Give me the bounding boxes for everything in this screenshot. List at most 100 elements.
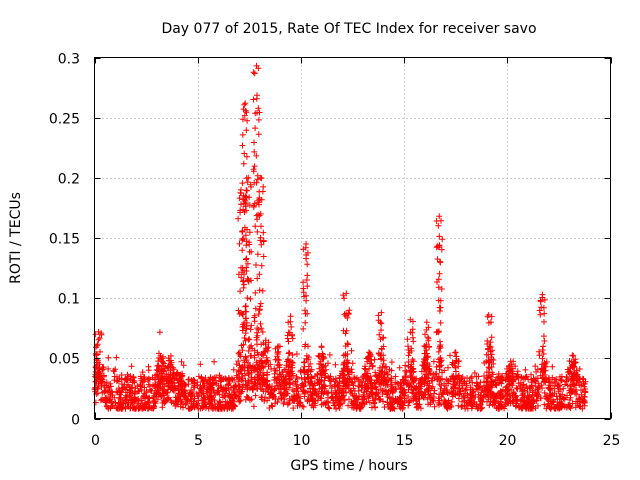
data-point bbox=[372, 369, 379, 376]
data-point bbox=[503, 392, 510, 399]
data-point bbox=[101, 388, 108, 395]
data-point bbox=[284, 356, 291, 363]
data-point bbox=[365, 384, 372, 391]
data-point bbox=[437, 259, 444, 266]
data-point bbox=[340, 388, 347, 395]
data-point bbox=[246, 229, 253, 236]
data-point bbox=[443, 388, 450, 395]
data-point bbox=[517, 398, 524, 405]
data-point bbox=[409, 334, 416, 341]
data-point bbox=[363, 398, 370, 405]
data-point bbox=[150, 403, 157, 410]
data-point bbox=[165, 371, 172, 378]
data-point bbox=[128, 363, 135, 370]
data-point bbox=[580, 376, 587, 383]
data-point bbox=[115, 399, 122, 406]
data-point bbox=[376, 331, 383, 338]
data-point bbox=[299, 403, 306, 410]
data-point bbox=[241, 271, 247, 278]
data-point bbox=[240, 278, 246, 285]
data-point bbox=[285, 319, 292, 326]
data-point bbox=[263, 358, 270, 365]
data-point bbox=[239, 388, 246, 395]
data-point bbox=[340, 327, 347, 334]
data-point bbox=[405, 343, 411, 350]
data-point bbox=[129, 404, 136, 411]
data-point bbox=[485, 312, 492, 318]
data-point bbox=[348, 369, 355, 376]
data-point bbox=[238, 309, 245, 316]
data-point bbox=[243, 109, 250, 116]
data-point bbox=[259, 375, 265, 382]
data-point bbox=[326, 351, 333, 358]
data-point bbox=[566, 389, 573, 396]
data-point bbox=[236, 311, 243, 317]
data-point bbox=[493, 395, 500, 402]
data-point bbox=[202, 394, 209, 401]
data-point bbox=[409, 326, 416, 333]
data-point bbox=[437, 355, 444, 362]
data-point bbox=[178, 377, 185, 383]
data-point bbox=[393, 386, 400, 393]
data-point bbox=[360, 396, 367, 403]
data-point bbox=[255, 116, 262, 123]
data-point bbox=[105, 404, 112, 411]
data-point bbox=[581, 388, 588, 395]
data-point bbox=[522, 366, 529, 373]
data-point bbox=[405, 352, 412, 359]
data-point bbox=[433, 363, 440, 370]
data-point bbox=[541, 296, 548, 303]
data-point bbox=[515, 404, 522, 411]
data-point bbox=[345, 402, 352, 409]
data-point bbox=[245, 348, 252, 354]
data-point bbox=[255, 105, 262, 112]
data-point bbox=[185, 405, 192, 412]
data-point bbox=[239, 131, 246, 138]
data-point bbox=[441, 385, 448, 392]
data-point bbox=[168, 377, 175, 384]
data-point bbox=[458, 404, 465, 410]
data-point bbox=[494, 374, 501, 381]
data-point bbox=[107, 383, 114, 390]
data-point bbox=[316, 381, 323, 388]
data-point bbox=[108, 398, 115, 405]
data-point bbox=[264, 347, 271, 354]
data-point bbox=[541, 401, 548, 408]
data-point bbox=[564, 392, 570, 399]
data-point bbox=[485, 396, 492, 403]
data-point bbox=[486, 402, 493, 409]
data-point bbox=[389, 383, 396, 390]
data-point bbox=[464, 391, 471, 398]
data-point bbox=[487, 339, 494, 346]
data-point bbox=[301, 376, 308, 382]
data-point bbox=[544, 402, 551, 409]
data-point bbox=[191, 384, 198, 391]
data-point bbox=[537, 311, 544, 318]
data-point bbox=[378, 309, 385, 316]
data-point bbox=[266, 395, 273, 402]
data-point bbox=[559, 391, 566, 398]
data-point bbox=[259, 287, 266, 294]
data-point bbox=[407, 383, 414, 390]
data-point bbox=[132, 385, 139, 392]
data-point bbox=[190, 377, 197, 383]
data-point bbox=[244, 179, 251, 186]
data-point bbox=[109, 389, 116, 396]
data-point bbox=[235, 393, 242, 400]
data-point bbox=[273, 377, 280, 384]
data-point bbox=[447, 402, 454, 409]
data-point bbox=[540, 304, 547, 311]
data-point bbox=[515, 373, 522, 380]
data-point bbox=[539, 347, 546, 353]
data-point bbox=[250, 168, 257, 175]
data-point bbox=[487, 319, 494, 326]
data-point bbox=[376, 373, 383, 380]
data-point bbox=[283, 379, 290, 386]
data-point bbox=[287, 381, 294, 388]
data-point bbox=[295, 393, 302, 400]
data-point bbox=[105, 354, 112, 361]
data-point bbox=[228, 391, 235, 398]
data-point bbox=[252, 289, 259, 296]
data-point bbox=[351, 387, 358, 394]
data-point bbox=[195, 397, 202, 404]
